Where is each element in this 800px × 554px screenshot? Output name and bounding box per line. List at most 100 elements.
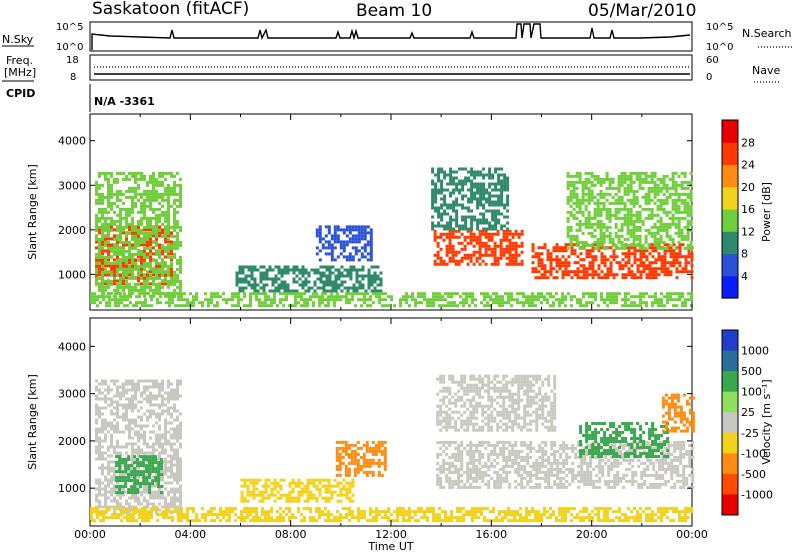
velocity-cell: [383, 467, 387, 471]
power-cell: [690, 258, 694, 262]
power-cell: [120, 298, 123, 302]
velocity-cell: [154, 470, 158, 474]
power-cell: [164, 210, 167, 214]
power-cell: [146, 282, 149, 286]
power-cell: [467, 209, 471, 213]
power-cell: [125, 225, 128, 229]
velocity-cell: [380, 452, 384, 456]
power-cell: [543, 264, 547, 268]
velocity-cell: [300, 493, 304, 497]
power-cell: [367, 277, 371, 281]
velocity-cell: [383, 452, 387, 456]
power-cell: [653, 213, 657, 217]
power-cell: [271, 289, 275, 293]
velocity-cell: [377, 443, 381, 447]
velocity-cell: [252, 484, 256, 488]
power-cell: [369, 243, 373, 247]
velocity-cell: [380, 461, 384, 465]
power-cell: [561, 255, 565, 259]
power-cell: [140, 291, 143, 295]
power-cell: [501, 304, 504, 308]
power-cell: [488, 203, 492, 207]
power-cell: [164, 261, 167, 265]
power-cell: [566, 198, 570, 202]
power-cell: [537, 252, 541, 256]
power-cell: [555, 243, 559, 247]
power-cell: [573, 243, 577, 247]
velocity-cell: [95, 385, 98, 389]
power-cell: [119, 207, 122, 211]
power-cell: [339, 295, 342, 299]
power-cell: [271, 283, 275, 287]
velocity-cell: [309, 478, 313, 482]
power-cell: [143, 276, 146, 280]
power-cell: [611, 240, 615, 244]
power-cell: [334, 286, 338, 290]
power-cell: [195, 295, 198, 299]
power-cell: [128, 171, 131, 175]
power-cell: [520, 244, 524, 248]
velocity-cell: [143, 397, 146, 401]
power-cell: [170, 171, 173, 175]
power-cell: [675, 304, 678, 308]
power-cell: [461, 197, 465, 201]
power-cell: [488, 170, 492, 174]
power-cell: [213, 295, 216, 299]
power-cell: [111, 298, 114, 302]
power-cell: [143, 237, 146, 241]
power-cell: [128, 273, 131, 277]
power-cell: [315, 228, 319, 232]
power-cell: [170, 225, 173, 229]
velocity-cell: [104, 484, 107, 488]
power-cell: [665, 234, 669, 238]
power-cell: [306, 298, 309, 302]
velocity-cell: [164, 481, 167, 485]
power-cell: [176, 204, 179, 208]
power-cell: [451, 259, 455, 263]
power-cell: [262, 274, 266, 278]
power-cell: [656, 192, 660, 196]
power-cell: [540, 252, 544, 256]
power-cell: [241, 277, 245, 281]
power-cell: [569, 225, 573, 229]
power-cell: [588, 301, 591, 305]
power-cell: [689, 219, 693, 223]
power-cell: [104, 210, 107, 214]
power-cell: [225, 298, 228, 302]
velocity-cell: [442, 458, 446, 462]
power-cell: [630, 246, 634, 250]
power-cell: [449, 206, 453, 210]
power-cell: [454, 250, 458, 254]
power-cell: [608, 210, 612, 214]
power-cell: [448, 247, 452, 251]
power-cell: [434, 191, 438, 195]
velocity-cell: [368, 470, 372, 474]
power-cell: [520, 262, 524, 266]
power-cell: [629, 177, 633, 181]
power-cell: [618, 264, 622, 268]
power-cell: [671, 201, 675, 205]
power-cell: [633, 273, 637, 277]
power-cell: [119, 285, 122, 289]
velocity-cell: [107, 391, 110, 395]
power-cell: [585, 292, 588, 296]
velocity-cell: [134, 433, 137, 437]
power-cell: [102, 295, 105, 299]
velocity-cell: [167, 466, 170, 470]
velocity-cell: [288, 481, 292, 485]
power-cell: [152, 207, 155, 211]
velocity-cell: [170, 448, 173, 452]
power-cell: [552, 304, 555, 308]
velocity-cell: [146, 379, 149, 383]
power-cell: [572, 189, 576, 193]
velocity-cell: [119, 472, 122, 476]
velocity-cell: [146, 472, 149, 476]
power-cell: [516, 301, 519, 305]
power-cell: [143, 243, 146, 247]
power-cell: [549, 255, 553, 259]
power-cell: [470, 173, 474, 177]
velocity-cell: [164, 418, 167, 422]
power-cell: [457, 241, 461, 245]
power-cell: [280, 286, 284, 290]
power-cell: [152, 288, 155, 292]
